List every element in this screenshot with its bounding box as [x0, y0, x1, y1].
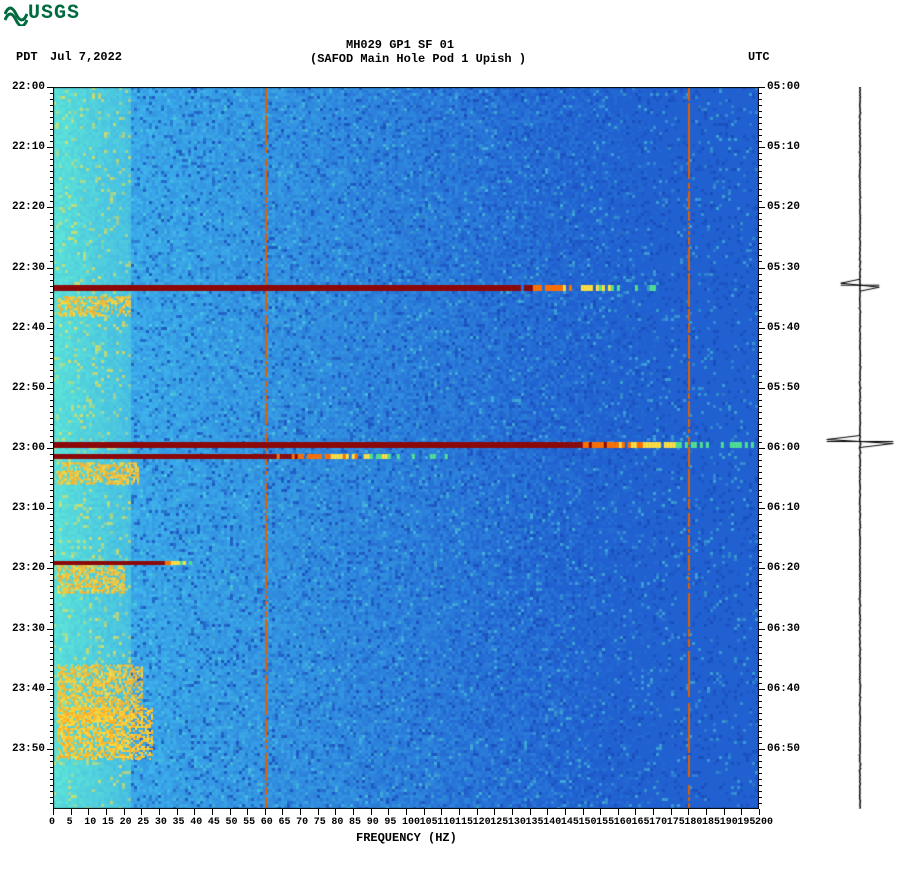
y-right-tick-label: 06:10: [767, 502, 800, 514]
seismic-trace: [825, 87, 895, 809]
y-left-tick-label: 22:00: [12, 81, 45, 93]
x-tick-label: 50: [226, 817, 238, 828]
x-tick-label: 200: [755, 817, 773, 828]
y-right-tick-label: 05:20: [767, 201, 800, 213]
y-right-tick-label: 06:20: [767, 562, 800, 574]
x-tick-label: 30: [155, 817, 167, 828]
y-right-tick-label: 06:30: [767, 623, 800, 635]
y-right-tick-label: 06:00: [767, 442, 800, 454]
x-tick-label: 110: [437, 817, 455, 828]
x-tick-label: 70: [296, 817, 308, 828]
x-tick-label: 170: [649, 817, 667, 828]
x-tick-label: 155: [596, 817, 614, 828]
x-tick-label: 60: [261, 817, 273, 828]
y-left-tick-label: 23:30: [12, 623, 45, 635]
title-line-2: (SAFOD Main Hole Pod 1 Upish ): [310, 52, 526, 66]
x-tick-label: 180: [684, 817, 702, 828]
y-left-tick-label: 23:50: [12, 743, 45, 755]
x-tick-label: 185: [702, 817, 720, 828]
x-tick-label: 0: [49, 817, 55, 828]
x-tick-label: 35: [173, 817, 185, 828]
x-tick-label: 160: [614, 817, 632, 828]
x-tick-label: 20: [120, 817, 132, 828]
y-left-tick-label: 22:10: [12, 141, 45, 153]
x-tick-label: 85: [349, 817, 361, 828]
x-tick-label: 65: [278, 817, 290, 828]
y-left-tick-label: 23:10: [12, 502, 45, 514]
x-tick-label: 5: [67, 817, 73, 828]
y-left-tick-label: 22:50: [12, 382, 45, 394]
y-right-tick-label: 05:50: [767, 382, 800, 394]
y-right-tick-label: 06:50: [767, 743, 800, 755]
right-timezone: UTC: [748, 50, 770, 64]
x-tick-label: 195: [737, 817, 755, 828]
x-tick-label: 45: [208, 817, 220, 828]
x-tick-label: 130: [508, 817, 526, 828]
x-tick-label: 95: [384, 817, 396, 828]
x-tick-label: 105: [420, 817, 438, 828]
y-right-tick-label: 05:30: [767, 262, 800, 274]
x-tick-label: 150: [579, 817, 597, 828]
x-tick-label: 80: [331, 817, 343, 828]
x-tick-label: 120: [473, 817, 491, 828]
y-right-tick-label: 05:10: [767, 141, 800, 153]
x-tick-label: 25: [137, 817, 149, 828]
y-left-tick-label: 22:30: [12, 262, 45, 274]
y-left-tick-label: 22:40: [12, 322, 45, 334]
y-left-tick-label: 23:40: [12, 683, 45, 695]
x-axis-label: FREQUENCY (HZ): [356, 831, 457, 845]
x-tick-label: 100: [402, 817, 420, 828]
x-tick-label: 40: [190, 817, 202, 828]
x-tick-label: 165: [631, 817, 649, 828]
usgs-logo-text: USGS: [28, 2, 80, 25]
x-tick-label: 190: [720, 817, 738, 828]
y-left-tick-label: 22:20: [12, 201, 45, 213]
x-tick-label: 90: [367, 817, 379, 828]
y-left-tick-label: 23:00: [12, 442, 45, 454]
spectrogram-plot: [53, 87, 759, 809]
x-tick-label: 140: [543, 817, 561, 828]
usgs-wave-icon: [4, 6, 28, 26]
x-tick-label: 15: [102, 817, 114, 828]
x-tick-label: 135: [526, 817, 544, 828]
title-line-1: MH029 GP1 SF 01: [346, 38, 454, 52]
x-tick-label: 55: [243, 817, 255, 828]
x-tick-label: 10: [84, 817, 96, 828]
y-right-tick-label: 06:40: [767, 683, 800, 695]
x-tick-label: 125: [490, 817, 508, 828]
left-timezone: PDT: [16, 50, 38, 64]
y-left-tick-label: 23:20: [12, 562, 45, 574]
x-tick-label: 75: [314, 817, 326, 828]
y-right-tick-label: 05:00: [767, 81, 800, 93]
x-tick-label: 145: [561, 817, 579, 828]
x-tick-label: 175: [667, 817, 685, 828]
x-tick-label: 115: [455, 817, 473, 828]
y-right-tick-label: 05:40: [767, 322, 800, 334]
date-label: Jul 7,2022: [50, 50, 122, 64]
